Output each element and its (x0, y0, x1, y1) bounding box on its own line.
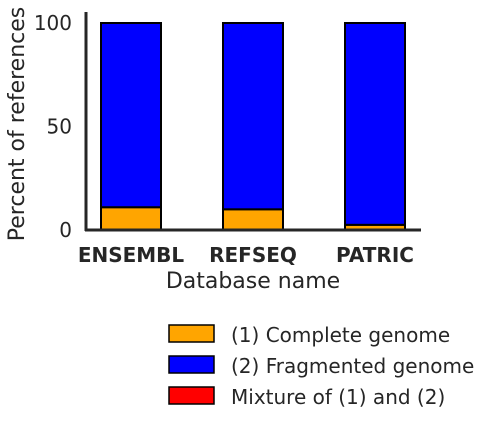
bars-group (100, 22, 406, 232)
bar-ensembl-series-1 (100, 206, 162, 231)
x-tick-label-ensembl: ENSEMBL (78, 243, 185, 267)
x-axis-title: Database name (166, 269, 340, 294)
bar-refseq-series-2 (222, 22, 284, 211)
legend-swatch-3 (168, 386, 215, 405)
x-tick-label-patric: PATRIC (336, 243, 414, 267)
x-tick-labels: ENSEMBL REFSEQ PATRIC (78, 243, 414, 267)
legend-label-3: Mixture of (1) and (2) (231, 385, 445, 409)
legend: (1) Complete genome (2) Fragmented genome… (168, 323, 474, 409)
legend-swatch-2 (168, 355, 215, 374)
y-tick-label-100: 100 (34, 11, 72, 35)
bar-patric-series-2 (344, 22, 406, 226)
y-tick-label-50: 50 (47, 115, 72, 139)
y-tick-label-0: 0 (59, 218, 72, 242)
legend-swatch-1 (168, 324, 215, 343)
y-axis-title: Percent of references (5, 7, 30, 241)
bar-refseq-series-1 (222, 208, 284, 232)
y-tick-labels: 0 50 100 (34, 11, 72, 242)
x-tick-label-refseq: REFSEQ (209, 243, 297, 267)
bar-ensembl-series-2 (100, 22, 162, 209)
legend-label-2: (2) Fragmented genome (231, 354, 474, 378)
legend-label-1: (1) Complete genome (231, 323, 450, 347)
